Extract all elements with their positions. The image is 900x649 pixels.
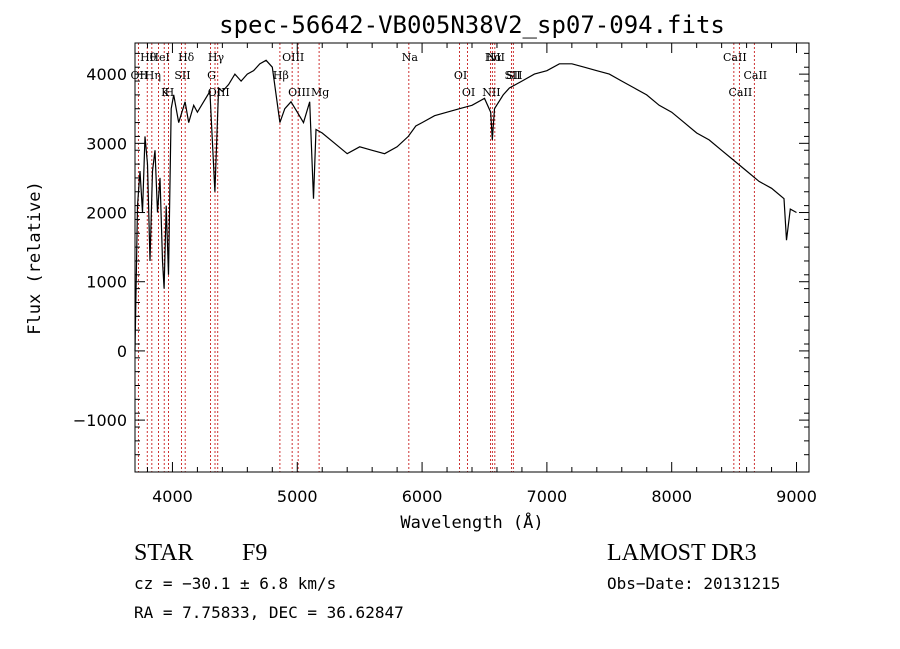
emission-line-label: CaII [729, 86, 753, 99]
emission-line-label: Mg [311, 86, 329, 99]
survey-name: LAMOST DR3 [607, 540, 757, 566]
emission-line-label: G [207, 69, 216, 82]
emission-line-label: Hα [485, 51, 503, 64]
y-tick-label: 2000 [86, 204, 127, 223]
x-tick-label: 5000 [277, 487, 318, 506]
emission-line-label: CaII [743, 69, 767, 82]
chart-title: spec-56642-VB005N38V2_sp07-094.fits [219, 11, 725, 39]
emission-line-label: Hγ [208, 51, 225, 64]
y-tick-label: 3000 [86, 134, 127, 153]
y-axis-ticks: −1000 0 1000 2000 3000 4000 [73, 52, 809, 456]
spectrum-series-line [134, 59, 797, 351]
emission-line-label: SII [174, 69, 190, 82]
emission-line-labels: HθOIIKHeIHηHHδSIIOIIIHγGOIIIOIIIHβMgNaOI… [131, 51, 768, 99]
emission-line-label: SII [506, 69, 522, 82]
emission-line-label: OI [462, 86, 475, 99]
y-tick-label: −1000 [73, 411, 127, 430]
x-axis-ticks: 4000 5000 6000 7000 8000 9000 [146, 43, 817, 506]
x-axis-label: Wavelength (Å) [400, 511, 543, 533]
object-class: STAR [134, 540, 194, 566]
emission-line-markers [137, 43, 755, 472]
y-tick-label: 1000 [86, 273, 127, 292]
plot-frame [134, 42, 810, 473]
y-axis-label: Flux (relative) [25, 181, 45, 335]
emission-line-label: OI [454, 69, 467, 82]
x-tick-label: 7000 [527, 487, 568, 506]
emission-line-label: Hβ [273, 69, 289, 82]
emission-line-label: Hδ [178, 51, 195, 64]
y-tick-label: 0 [117, 342, 127, 361]
x-tick-label: 6000 [402, 487, 443, 506]
x-tick-label: 8000 [651, 487, 692, 506]
x-tick-label: 4000 [152, 487, 193, 506]
emission-line-label: H [165, 86, 175, 99]
emission-line-label: SII [504, 69, 520, 82]
obs-date: Obs−Date: 20131215 [607, 574, 781, 593]
emission-line-label: OIII [288, 86, 310, 99]
object-subclass: F9 [242, 540, 268, 566]
emission-line-label: Hθ [140, 51, 157, 64]
emission-line-label: NII [482, 86, 500, 99]
emission-line-label: HeI [149, 51, 169, 64]
ra-dec: RA = 7.75833, DEC = 36.62847 [134, 603, 404, 622]
emission-line-label: NII [487, 51, 505, 64]
emission-line-label: OIII [282, 51, 304, 64]
cz-velocity: cz = −30.1 ± 6.8 km/s [134, 574, 337, 593]
emission-line-label: Hη [145, 69, 161, 82]
emission-line-label: Na [402, 51, 419, 64]
x-tick-label: 9000 [776, 487, 817, 506]
y-tick-label: 4000 [86, 65, 127, 84]
emission-line-label: CaII [723, 51, 747, 64]
emission-line-label: K [161, 86, 170, 99]
